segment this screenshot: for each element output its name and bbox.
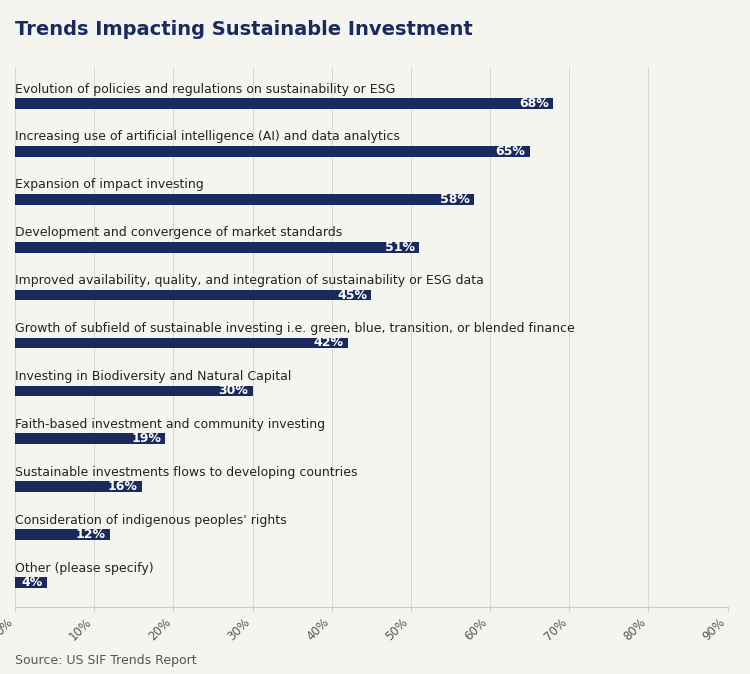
Text: 30%: 30% — [219, 384, 248, 398]
Bar — [15, 290, 371, 301]
Text: Evolution of policies and regulations on sustainability or ESG: Evolution of policies and regulations on… — [15, 82, 395, 96]
Bar — [15, 481, 142, 492]
Text: 45%: 45% — [338, 288, 368, 301]
Text: Source: US SIF Trends Report: Source: US SIF Trends Report — [15, 654, 197, 667]
Text: 12%: 12% — [76, 528, 106, 541]
Text: Development and convergence of market standards: Development and convergence of market st… — [15, 226, 342, 239]
Text: 51%: 51% — [385, 241, 415, 253]
Text: 68%: 68% — [520, 97, 549, 110]
Text: 16%: 16% — [108, 481, 138, 493]
Bar — [15, 433, 166, 444]
Text: Trends Impacting Sustainable Investment: Trends Impacting Sustainable Investment — [15, 20, 472, 39]
Text: 4%: 4% — [22, 576, 43, 589]
Bar — [15, 242, 418, 253]
Bar — [15, 194, 474, 205]
Text: 19%: 19% — [131, 432, 161, 446]
Bar — [15, 146, 530, 156]
Text: Consideration of indigenous peoples' rights: Consideration of indigenous peoples' rig… — [15, 514, 286, 527]
Bar — [15, 386, 253, 396]
Bar — [15, 577, 46, 588]
Text: Investing in Biodiversity and Natural Capital: Investing in Biodiversity and Natural Ca… — [15, 370, 291, 383]
Text: Faith-based investment and community investing: Faith-based investment and community inv… — [15, 418, 326, 431]
Bar — [15, 529, 110, 540]
Text: 65%: 65% — [496, 145, 526, 158]
Text: Growth of subfield of sustainable investing i.e. green, blue, transition, or ble: Growth of subfield of sustainable invest… — [15, 322, 574, 335]
Text: Increasing use of artificial intelligence (AI) and data analytics: Increasing use of artificial intelligenc… — [15, 131, 400, 144]
Text: 58%: 58% — [440, 193, 470, 206]
Text: 42%: 42% — [314, 336, 344, 350]
Text: Sustainable investments flows to developing countries: Sustainable investments flows to develop… — [15, 466, 358, 479]
Text: Improved availability, quality, and integration of sustainability or ESG data: Improved availability, quality, and inte… — [15, 274, 484, 287]
Bar — [15, 98, 554, 109]
Bar — [15, 338, 347, 348]
Text: Other (please specify): Other (please specify) — [15, 562, 154, 575]
Text: Expansion of impact investing: Expansion of impact investing — [15, 179, 204, 191]
